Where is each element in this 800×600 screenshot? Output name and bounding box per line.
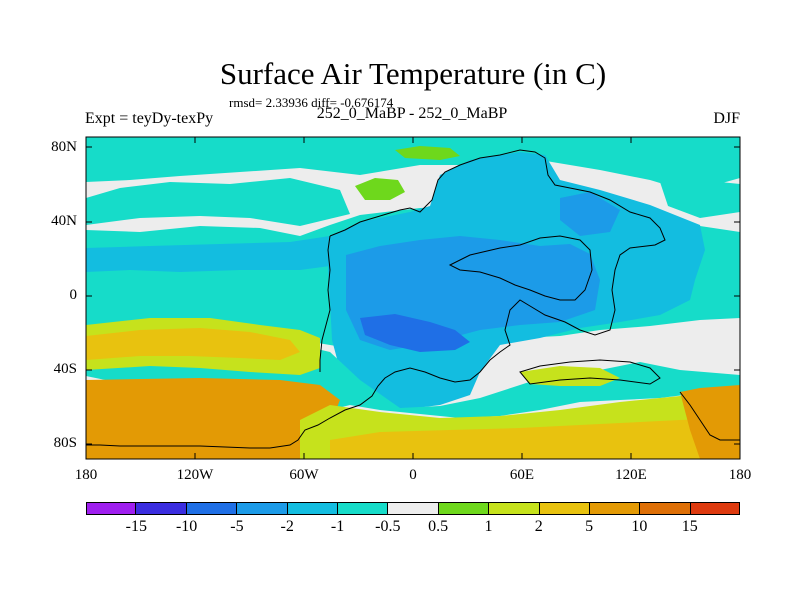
colorbar-frame <box>86 502 740 515</box>
colorbar-box <box>640 502 691 515</box>
colorbar-label: -15 <box>125 518 147 535</box>
plot-title: Surface Air Temperature (in C) <box>219 56 607 91</box>
cold-core-north <box>560 192 620 236</box>
green-patch-2 <box>395 146 460 160</box>
colorbar-box <box>136 502 187 515</box>
warm-south-west-2 <box>86 328 300 360</box>
colorbar-box <box>186 502 238 515</box>
temperature-field <box>86 137 740 459</box>
colorbar-box <box>489 502 540 515</box>
tropical-inner-band <box>86 236 380 272</box>
colorbar-label: -1 <box>330 518 345 535</box>
colorbar-label: -0.5 <box>375 518 401 535</box>
lon-tick-label: 180 <box>728 467 752 483</box>
colorbar-label: -10 <box>175 518 198 535</box>
lat-tick-label: 40S <box>53 361 77 377</box>
lon-tick-label: 120E <box>615 467 647 483</box>
colorbar-label: 0.5 <box>428 518 449 535</box>
comparison-label: 252_0_MaBP - 252_0_MaBP <box>316 105 508 122</box>
lon-tick-label: 0 <box>409 467 417 483</box>
lat-tick-label: 80N <box>51 139 77 155</box>
southeast-coast-outline <box>679 391 740 441</box>
colorbar-label: 2 <box>534 518 543 535</box>
lat-tick-label: 0 <box>69 287 78 303</box>
north-polar-band <box>86 137 740 192</box>
north-midlat-band <box>86 178 350 226</box>
southern-block-outline <box>519 359 661 385</box>
cold-core-south <box>360 314 470 352</box>
north-east-band <box>660 180 740 218</box>
lat-tick-label: 80S <box>53 435 77 451</box>
colorbar-box <box>690 502 741 515</box>
green-patch-1 <box>355 178 405 200</box>
colorbar-label: 1 <box>484 518 493 535</box>
colorbar-box <box>539 502 590 515</box>
colorbar-label: 15 <box>681 518 698 535</box>
colorbar-box <box>237 502 288 515</box>
continent-outline <box>86 149 666 449</box>
colorbar-label: -5 <box>230 518 244 535</box>
warm-patch-se <box>520 366 620 386</box>
season-label: DJF <box>713 110 740 127</box>
colorbar-box <box>388 502 439 515</box>
lat-tick-label: 40N <box>51 213 77 229</box>
colorbar-box <box>337 502 389 515</box>
colorbar-label: 10 <box>631 518 648 535</box>
inland-sea-outline <box>448 235 593 301</box>
colorbar-box <box>287 502 338 515</box>
lon-tick-label: 120W <box>176 467 214 483</box>
colorbar-label: -2 <box>280 518 294 535</box>
colorbar-box <box>438 502 490 515</box>
lon-tick-label: 60E <box>509 467 535 483</box>
colorbar-box <box>86 502 137 515</box>
colorbar-label: 5 <box>585 518 594 535</box>
warm-south-band-2 <box>330 418 740 459</box>
lon-tick-label: 180 <box>74 467 98 483</box>
axis-ticks <box>86 137 740 459</box>
stats-text: rmsd= 2.33936 diff= -0.676174 <box>229 95 394 110</box>
colorbar-box <box>589 502 641 515</box>
colorbar <box>86 502 741 515</box>
lon-tick-label: 60W <box>289 467 319 483</box>
warm-south-west-3 <box>86 378 340 459</box>
experiment-label: Expt = teyDy-texPy <box>85 110 214 127</box>
